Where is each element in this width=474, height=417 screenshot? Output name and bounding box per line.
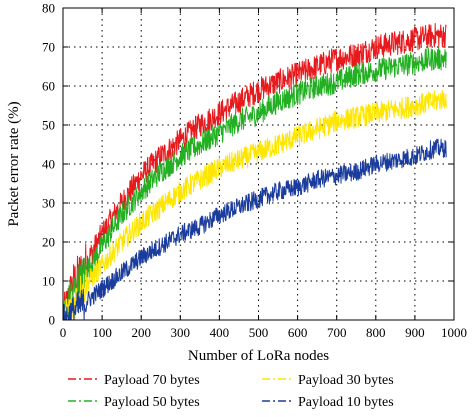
legend: Payload 70 bytes Payload 50 bytes Payloa…: [68, 373, 394, 410]
x-tick-label-600: 600: [288, 325, 308, 340]
y-tick-label-10: 10: [42, 274, 55, 289]
y-tick-label-30: 30: [42, 196, 55, 211]
series-line-3: [62, 138, 447, 321]
series-line-2: [62, 90, 447, 321]
x-tick-label-900: 900: [405, 325, 425, 340]
x-tick-label-0: 0: [60, 325, 67, 340]
y-tick-label-50: 50: [42, 118, 55, 133]
y-tick-label-70: 70: [42, 40, 55, 55]
x-tick-label-800: 800: [366, 325, 386, 340]
series-line-1: [62, 46, 447, 321]
y-tick-label-20: 20: [42, 235, 55, 250]
legend-label-payload-10: Payload 10 bytes: [298, 395, 394, 410]
legend-label-payload-70: Payload 70 bytes: [104, 373, 200, 388]
ticks: [62, 7, 455, 321]
x-tick-label-1000: 1000: [441, 325, 467, 340]
y-tick-label-40: 40: [42, 157, 55, 172]
y-tick-label-80: 80: [42, 1, 55, 16]
legend-label-payload-50: Payload 50 bytes: [104, 395, 200, 410]
x-tick-label-700: 700: [327, 325, 347, 340]
series-line-0: [62, 23, 447, 321]
x-tick-label-500: 500: [249, 325, 269, 340]
x-tick-label-400: 400: [210, 325, 230, 340]
x-tick-label-100: 100: [92, 325, 112, 340]
tick-labels: 0 100 200 300 400 500 600 700 800 900 1000 0 10 20 30 4…: [42, 1, 467, 341]
y-axis-label: Packet error rate (%): [6, 101, 22, 226]
x-axis-label: Number of LoRa nodes: [188, 348, 329, 364]
x-tick-label-200: 200: [131, 325, 151, 340]
legend-label-payload-30: Payload 30 bytes: [298, 373, 394, 388]
x-tick-label-300: 300: [171, 325, 191, 340]
y-tick-label-0: 0: [49, 313, 56, 328]
y-tick-label-60: 60: [42, 79, 55, 94]
series-layer: [62, 23, 447, 321]
